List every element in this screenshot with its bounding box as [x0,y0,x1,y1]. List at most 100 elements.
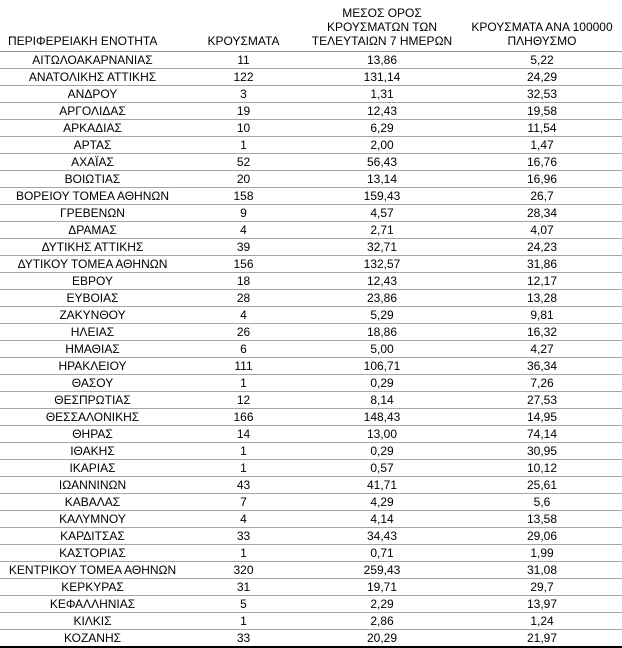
avg7days-value: 20,29 [366,631,398,645]
avg7days-value: 4,14 [302,510,462,528]
per100k-value: 74,14 [462,425,622,443]
column-header-region: ΠΕΡΙΦΕΡΕΙΑΚΗ ΕΝΟΤΗΤΑ [0,0,185,52]
cases-value: 156 [185,255,302,273]
avg7days-value: 0,71 [302,544,462,562]
per100k-value: 12,17 [462,272,622,290]
table-row: ΑΡΤΑΣ 1 2,00 1,47 [0,136,622,154]
region-name: ΒΟΙΩΤΙΑΣ [0,170,185,188]
region-name: ΑΧΑΪΑΣ [0,153,185,171]
region-name: ΑΝΔΡΟΥ [0,85,185,103]
table-row: ΕΒΡΟΥ 18 12,43 12,17 [0,272,622,290]
per100k-value: 21,97 [526,631,558,645]
per100k-value: 24,23 [462,238,622,256]
per100k-value: 25,61 [462,476,622,494]
table-row: ΙΚΑΡΙΑΣ 1 0,57 10,12 [0,459,622,477]
region-name: ΔΥΤΙΚΗΣ ΑΤΤΙΚΗΣ [0,238,185,256]
avg7days-value: 2,71 [302,221,462,239]
avg7days-value: 23,86 [302,289,462,307]
cases-value: 166 [185,408,302,426]
table-row: ΑΧΑΪΑΣ 52 56,43 16,76 [0,153,622,171]
table-row: ΚΕΡΚΥΡΑΣ 31 19,71 29,7 [0,578,622,596]
per100k-value: 19,58 [462,102,622,120]
per100k-value: 16,32 [462,323,622,341]
region-name: ΚΑΛΥΜΝΟΥ [0,510,185,528]
cases-value: 4 [185,510,302,528]
region-name: ΙΩΑΝΝΙΝΩΝ [0,476,185,494]
avg7days-value: 2,29 [302,595,462,613]
region-name: ΙΘΑΚΗΣ [0,442,185,460]
cases-value: 10 [185,119,302,137]
region-name: ΙΚΑΡΙΑΣ [0,459,185,477]
cases-value: 4 [185,221,302,239]
region-name: ΖΑΚΥΝΘΟΥ [0,306,185,324]
cases-value: 1 [185,459,302,477]
avg7days-value: 12,43 [302,272,462,290]
table-row: ΔΡΑΜΑΣ 4 2,71 4,07 [0,221,622,239]
per100k-value: 36,34 [462,357,622,375]
table-row: ΗΡΑΚΛΕΙΟΥ 111 106,71 36,34 [0,357,622,375]
avg7days-value: 2,86 [302,612,462,630]
region-name: ΓΡΕΒΕΝΩΝ [0,204,185,222]
per100k-value: 7,26 [462,374,622,392]
table-row: ΚΑΡΔΙΤΣΑΣ 33 34,43 29,06 [0,527,622,545]
header-row: ΠΕΡΙΦΕΡΕΙΑΚΗ ΕΝΟΤΗΤΑ ΚΡΟΥΣΜΑΤΑ ΜΕΣΟΣ ΟΡΟ… [0,0,622,52]
region-name: ΚΑΡΔΙΤΣΑΣ [0,527,185,545]
avg7days-value: 13,14 [302,170,462,188]
table-row: ΗΛΕΙΑΣ 26 18,86 16,32 [0,323,622,341]
cases-value: 7 [185,493,302,511]
avg7days-value: 148,43 [302,408,462,426]
region-name: ΚΟΖΑΝΗΣ [63,631,122,645]
region-name: ΘΕΣΠΡΩΤΙΑΣ [0,391,185,409]
avg7days-value: 159,43 [302,187,462,205]
per100k-value: 24,29 [462,68,622,86]
avg7days-value: 2,00 [302,136,462,154]
avg7days-value: 56,43 [302,153,462,171]
cases-value: 11 [185,51,302,69]
table-row: ΚΟΖΑΝΗΣ 33 20,29 21,97 [0,630,622,648]
per100k-value: 28,34 [462,204,622,222]
cases-value: 1 [185,442,302,460]
cases-value: 320 [185,561,302,579]
cases-value: 39 [185,238,302,256]
per100k-value: 1,24 [462,612,622,630]
per100k-value: 13,28 [462,289,622,307]
avg7days-value: 1,31 [302,85,462,103]
table-row: ΙΩΑΝΝΙΝΩΝ 43 41,71 25,61 [0,476,622,494]
region-name: ΗΜΑΘΙΑΣ [0,340,185,358]
column-header-avg7days: ΜΕΣΟΣ ΟΡΟΣ ΚΡΟΥΣΜΑΤΩΝ ΤΩΝ ΤΕΛΕΥΤΑΙΩΝ 7 Η… [302,0,462,52]
avg7days-value: 259,43 [302,561,462,579]
table-row: ΚΕΝΤΡΙΚΟΥ ΤΟΜΕΑ ΑΘΗΝΩΝ 320 259,43 31,08 [0,561,622,579]
region-name: ΑΙΤΩΛΟΑΚΑΡΝΑΝΙΑΣ [0,51,185,69]
table-row: ΔΥΤΙΚΗΣ ΑΤΤΙΚΗΣ 39 32,71 24,23 [0,238,622,256]
per100k-value: 31,08 [462,561,622,579]
region-name: ΕΒΡΟΥ [0,272,185,290]
table-row: ΘΕΣΣΑΛΟΝΙΚΗΣ 166 148,43 14,95 [0,408,622,426]
table-row: ΕΥΒΟΙΑΣ 28 23,86 13,28 [0,289,622,307]
avg7days-value: 132,57 [302,255,462,273]
per100k-value: 4,27 [462,340,622,358]
table-header: ΠΕΡΙΦΕΡΕΙΑΚΗ ΕΝΟΤΗΤΑ ΚΡΟΥΣΜΑΤΑ ΜΕΣΟΣ ΟΡΟ… [0,0,622,52]
avg7days-value: 13,86 [302,51,462,69]
avg7days-value: 8,14 [302,391,462,409]
cases-value: 1 [185,612,302,630]
per100k-value: 16,96 [462,170,622,188]
table-row: ΗΜΑΘΙΑΣ 6 5,00 4,27 [0,340,622,358]
per100k-value: 13,58 [462,510,622,528]
cases-value: 18 [185,272,302,290]
region-name: ΚΙΛΚΙΣ [0,612,185,630]
table-row: ΘΑΣΟΥ 1 0,29 7,26 [0,374,622,392]
cases-value: 111 [185,357,302,375]
cases-value: 158 [185,187,302,205]
avg7days-value: 106,71 [302,357,462,375]
cases-value: 19 [185,102,302,120]
region-name: ΔΥΤΙΚΟΥ ΤΟΜΕΑ ΑΘΗΝΩΝ [0,255,185,273]
avg7days-value: 0,29 [302,442,462,460]
avg7days-value: 5,29 [302,306,462,324]
avg7days-value: 32,71 [302,238,462,256]
cases-value: 1 [185,136,302,154]
table-row: ΘΗΡΑΣ 14 13,00 74,14 [0,425,622,443]
avg7days-value: 131,14 [302,68,462,86]
region-name: ΘΗΡΑΣ [0,425,185,443]
cases-value: 28 [185,289,302,307]
